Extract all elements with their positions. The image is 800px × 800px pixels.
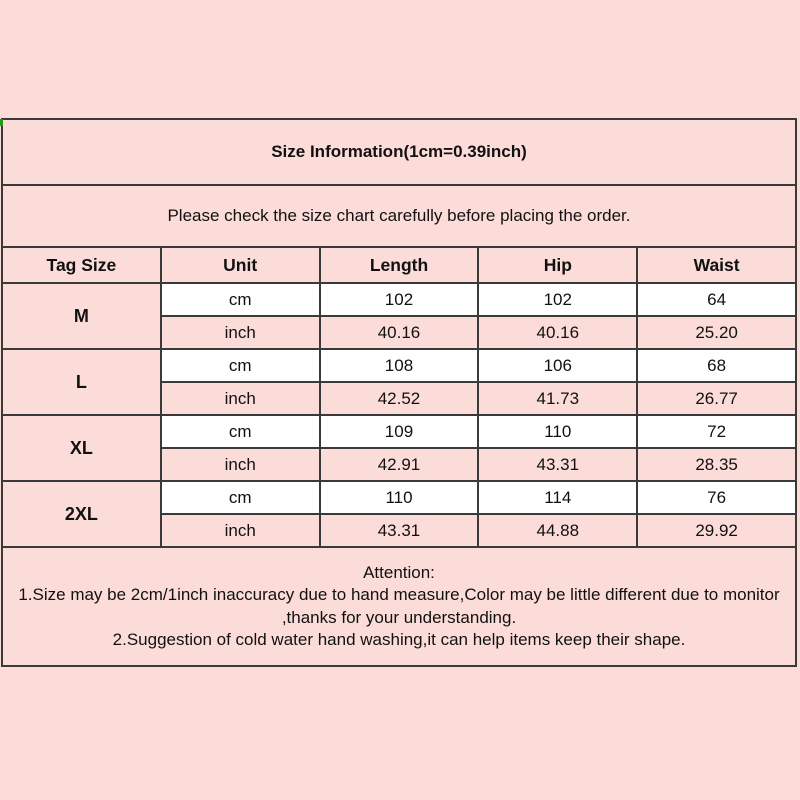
value-cell: 40.16 — [477, 315, 639, 350]
page-title: Size Information(1cm=0.39inch) — [1, 118, 797, 186]
value-cell: 76 — [636, 480, 797, 515]
unit-cell: inch — [159, 381, 321, 416]
unit-cell: inch — [159, 513, 321, 548]
value-cell: 114 — [477, 480, 639, 515]
title-row: Size Information(1cm=0.39inch) — [1, 118, 797, 186]
table-header-row: Tag Size Unit Length Hip Waist — [1, 246, 797, 284]
size-table: Size Information(1cm=0.39inch) Please ch… — [1, 118, 797, 667]
value-cell: 109 — [318, 414, 480, 449]
col-header-tag-size: Tag Size — [1, 246, 162, 284]
table-row: inch 43.31 44.88 29.92 — [2, 513, 797, 548]
value-cell: 41.73 — [477, 381, 639, 416]
table-row: XL cm 109 110 72 — [1, 414, 797, 482]
table-row: inch 40.16 40.16 25.20 — [2, 315, 797, 350]
subtitle-row: Please check the size chart carefully be… — [1, 184, 797, 248]
value-cell: 102 — [318, 282, 480, 317]
col-header-hip: Hip — [477, 246, 639, 284]
col-header-waist: Waist — [636, 246, 797, 284]
table-row: inch 42.52 41.73 26.77 — [2, 381, 797, 416]
attention-row: Attention: 1.Size may be 2cm/1inch inacc… — [1, 546, 797, 667]
table-row: L cm 108 106 68 — [1, 348, 797, 416]
unit-cell: inch — [159, 315, 321, 350]
value-cell: 43.31 — [477, 447, 639, 482]
value-cell: 106 — [477, 348, 639, 383]
value-cell: 64 — [636, 282, 797, 317]
col-header-length: Length — [318, 246, 480, 284]
tag-size-2xl: 2XL — [1, 480, 162, 548]
table-row: M cm 102 102 64 — [1, 282, 797, 350]
unit-cell: cm — [159, 480, 321, 515]
value-cell: 110 — [318, 480, 480, 515]
col-header-unit: Unit — [159, 246, 321, 284]
value-cell: 68 — [636, 348, 797, 383]
attention-line: ,thanks for your understanding. — [281, 607, 517, 627]
unit-cell: inch — [159, 447, 321, 482]
value-cell: 29.92 — [636, 513, 797, 548]
table-row: inch 42.91 43.31 28.35 — [2, 447, 797, 482]
size-info-panel: Size Information(1cm=0.39inch) Please ch… — [0, 118, 797, 667]
value-cell: 44.88 — [477, 513, 639, 548]
value-cell: 72 — [636, 414, 797, 449]
value-cell: 26.77 — [636, 381, 797, 416]
value-cell: 108 — [318, 348, 480, 383]
unit-cell: cm — [159, 348, 321, 383]
attention-heading: Attention: — [363, 562, 435, 582]
green-artifact-dot — [0, 119, 3, 126]
value-cell: 42.52 — [318, 381, 480, 416]
value-cell: 110 — [477, 414, 639, 449]
value-cell: 102 — [477, 282, 639, 317]
value-cell: 43.31 — [318, 513, 480, 548]
value-cell: 42.91 — [318, 447, 480, 482]
unit-cell: cm — [159, 414, 321, 449]
attention-line: 1.Size may be 2cm/1inch inaccuracy due t… — [18, 585, 780, 604]
attention-note: Attention: 1.Size may be 2cm/1inch inacc… — [1, 546, 797, 667]
table-row: 2XL cm 110 114 76 — [1, 480, 797, 548]
tag-size-m: M — [1, 282, 162, 350]
subtitle: Please check the size chart carefully be… — [1, 184, 797, 248]
attention-line: 2.Suggestion of cold water hand washing,… — [112, 630, 686, 649]
value-cell: 25.20 — [636, 315, 797, 350]
tag-size-xl: XL — [1, 414, 162, 482]
value-cell: 40.16 — [318, 315, 480, 350]
unit-cell: cm — [159, 282, 321, 317]
value-cell: 28.35 — [636, 447, 797, 482]
tag-size-l: L — [1, 348, 162, 416]
